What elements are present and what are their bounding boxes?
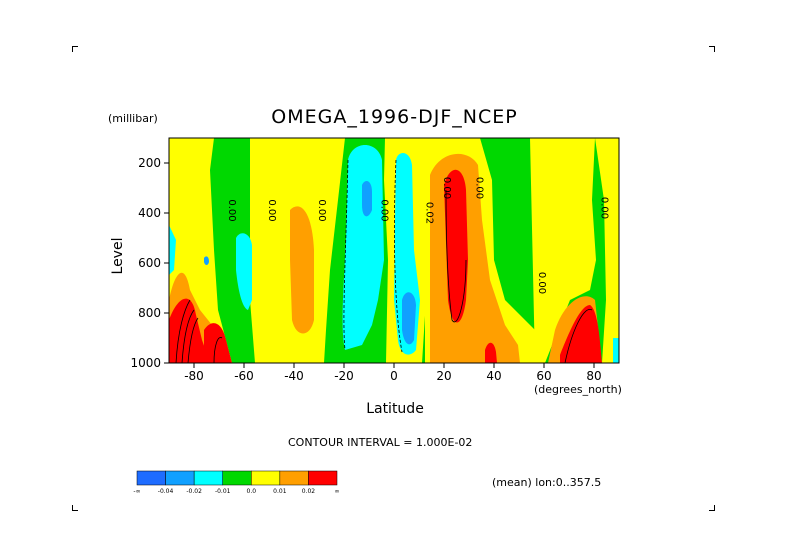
x-tick-label: 80 <box>586 369 601 383</box>
region-blue-2 <box>402 292 416 345</box>
colorbar-label: -0.01 <box>215 488 231 495</box>
y-axis-unit: (millibar) <box>108 112 158 125</box>
contour-line-4 <box>213 337 223 363</box>
region-cyan-3 <box>236 233 252 310</box>
x-axis-label: Latitude <box>366 401 424 417</box>
contour-label: 0.00 <box>266 199 277 221</box>
x-axis-unit: (degrees_north) <box>534 383 622 396</box>
colorbar-swatch <box>308 470 338 486</box>
contour-line-3 <box>187 317 199 363</box>
region-red-5 <box>560 305 602 363</box>
region-blue-1 <box>362 180 372 217</box>
x-tick-label: -60 <box>234 369 254 383</box>
y-tick-label: 600 <box>138 256 161 270</box>
x-tick-label: -20 <box>334 369 354 383</box>
y-ticks: 200 400 600 800 1000 <box>130 156 169 370</box>
colorbar-label: ∞ <box>335 488 340 495</box>
colorbar-label: 0.01 <box>273 488 287 495</box>
chart-title: OMEGA_1996-DJF_NCEP <box>271 106 518 128</box>
x-tick-label: 60 <box>536 369 551 383</box>
colorbar-label: -∞ <box>133 488 140 495</box>
y-tick-label: 800 <box>138 306 161 320</box>
contour-line-dashed-2 <box>393 159 403 353</box>
y-tick-label: 400 <box>138 206 161 220</box>
colorbar-label: -0.04 <box>158 488 174 495</box>
colorbar-label: 0.0 <box>247 488 257 495</box>
region-red-4 <box>485 342 497 363</box>
x-tick-label: 20 <box>436 369 451 383</box>
x-tick-label: -40 <box>284 369 304 383</box>
x-tick-label: 40 <box>486 369 501 383</box>
contour-label: 0.00 <box>474 177 485 199</box>
contour-line-1 <box>175 299 191 363</box>
region-yellow-5 <box>530 138 596 363</box>
contour-line-dashed-1 <box>343 159 349 351</box>
contour-label: 0.00 <box>536 272 547 294</box>
contour-line-2 <box>181 309 195 363</box>
region-blue-3 <box>204 256 209 265</box>
region-yellow-6 <box>595 138 619 363</box>
x-tick-label: 0 <box>390 369 398 383</box>
region-red-2 <box>204 323 232 363</box>
colorbar-swatch <box>222 470 252 486</box>
colorbar-swatch <box>193 470 223 486</box>
contour-label: 0.00 <box>599 197 610 219</box>
corner-mark-bottom-right <box>709 505 715 511</box>
corner-mark-top-left <box>72 46 78 52</box>
colorbar: -∞ -0.04 -0.02 -0.01 0.0 0.01 0.02 ∞ <box>133 470 340 495</box>
region-cyan-5 <box>613 338 619 363</box>
contour-label: 0.00 <box>379 199 390 221</box>
contour-line-6 <box>564 309 593 363</box>
contour-regions <box>169 138 619 363</box>
colorbar-label: 0.02 <box>302 488 316 495</box>
contour-label: 0.00 <box>226 199 237 221</box>
contour-interval-text: CONTOUR INTERVAL = 1.000E-02 <box>288 436 473 449</box>
y-tick-label: 1000 <box>130 356 161 370</box>
contour-label: 0.00 <box>441 177 452 199</box>
contour-label: 0.02 <box>424 202 435 224</box>
region-red-3 <box>444 169 468 323</box>
colorbar-swatch <box>165 470 195 486</box>
region-orange-2 <box>290 206 314 334</box>
region-red-1 <box>169 298 210 363</box>
corner-mark-top-right <box>709 46 715 52</box>
colorbar-swatch <box>279 470 309 486</box>
x-ticks: -80 -60 -40 -20 0 20 40 60 80 <box>184 363 602 383</box>
contour-label: 0.00 <box>316 199 327 221</box>
y-tick-label: 200 <box>138 156 161 170</box>
x-tick-label: -80 <box>184 369 204 383</box>
colorbar-swatch <box>136 470 166 486</box>
colorbar-swatch <box>251 470 281 486</box>
contour-labels: 0.00 0.00 0.00 0.00 0.02 0.00 0.00 0.00 0.00 <box>226 177 610 294</box>
colorbar-label: -0.02 <box>186 488 202 495</box>
corner-mark-bottom-left <box>72 505 78 511</box>
region-cyan-1 <box>342 145 384 350</box>
mean-longitude-text: (mean) lon:0..357.5 <box>492 476 602 489</box>
region-cyan-4 <box>169 225 176 275</box>
contour-line-5 <box>445 189 467 323</box>
